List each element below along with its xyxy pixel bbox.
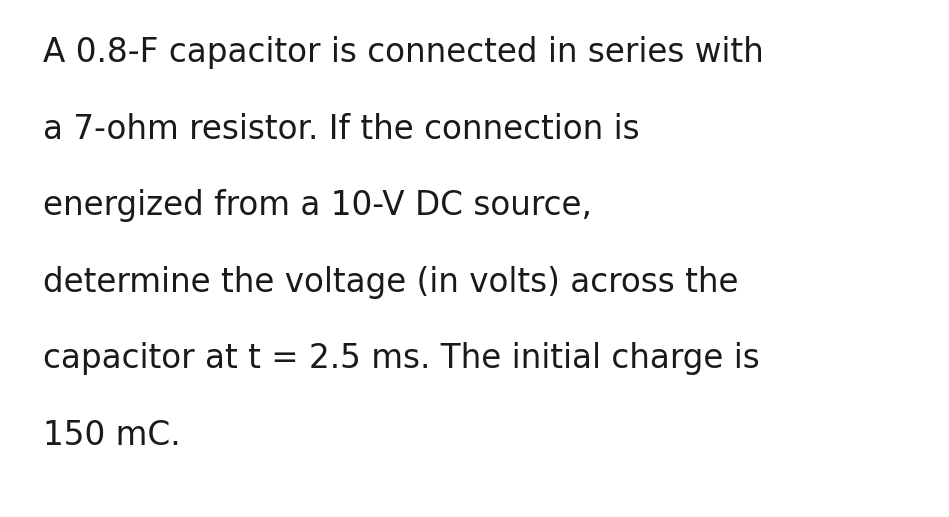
Text: capacitor at t = 2.5 ms. The initial charge is: capacitor at t = 2.5 ms. The initial cha… — [43, 342, 759, 375]
Text: energized from a 10-V DC source,: energized from a 10-V DC source, — [43, 189, 592, 222]
Text: A 0.8-F capacitor is connected in series with: A 0.8-F capacitor is connected in series… — [43, 36, 763, 69]
Text: determine the voltage (in volts) across the: determine the voltage (in volts) across … — [43, 266, 738, 299]
Text: 150 mC.: 150 mC. — [43, 419, 180, 452]
Text: a 7-ohm resistor. If the connection is: a 7-ohm resistor. If the connection is — [43, 113, 640, 146]
